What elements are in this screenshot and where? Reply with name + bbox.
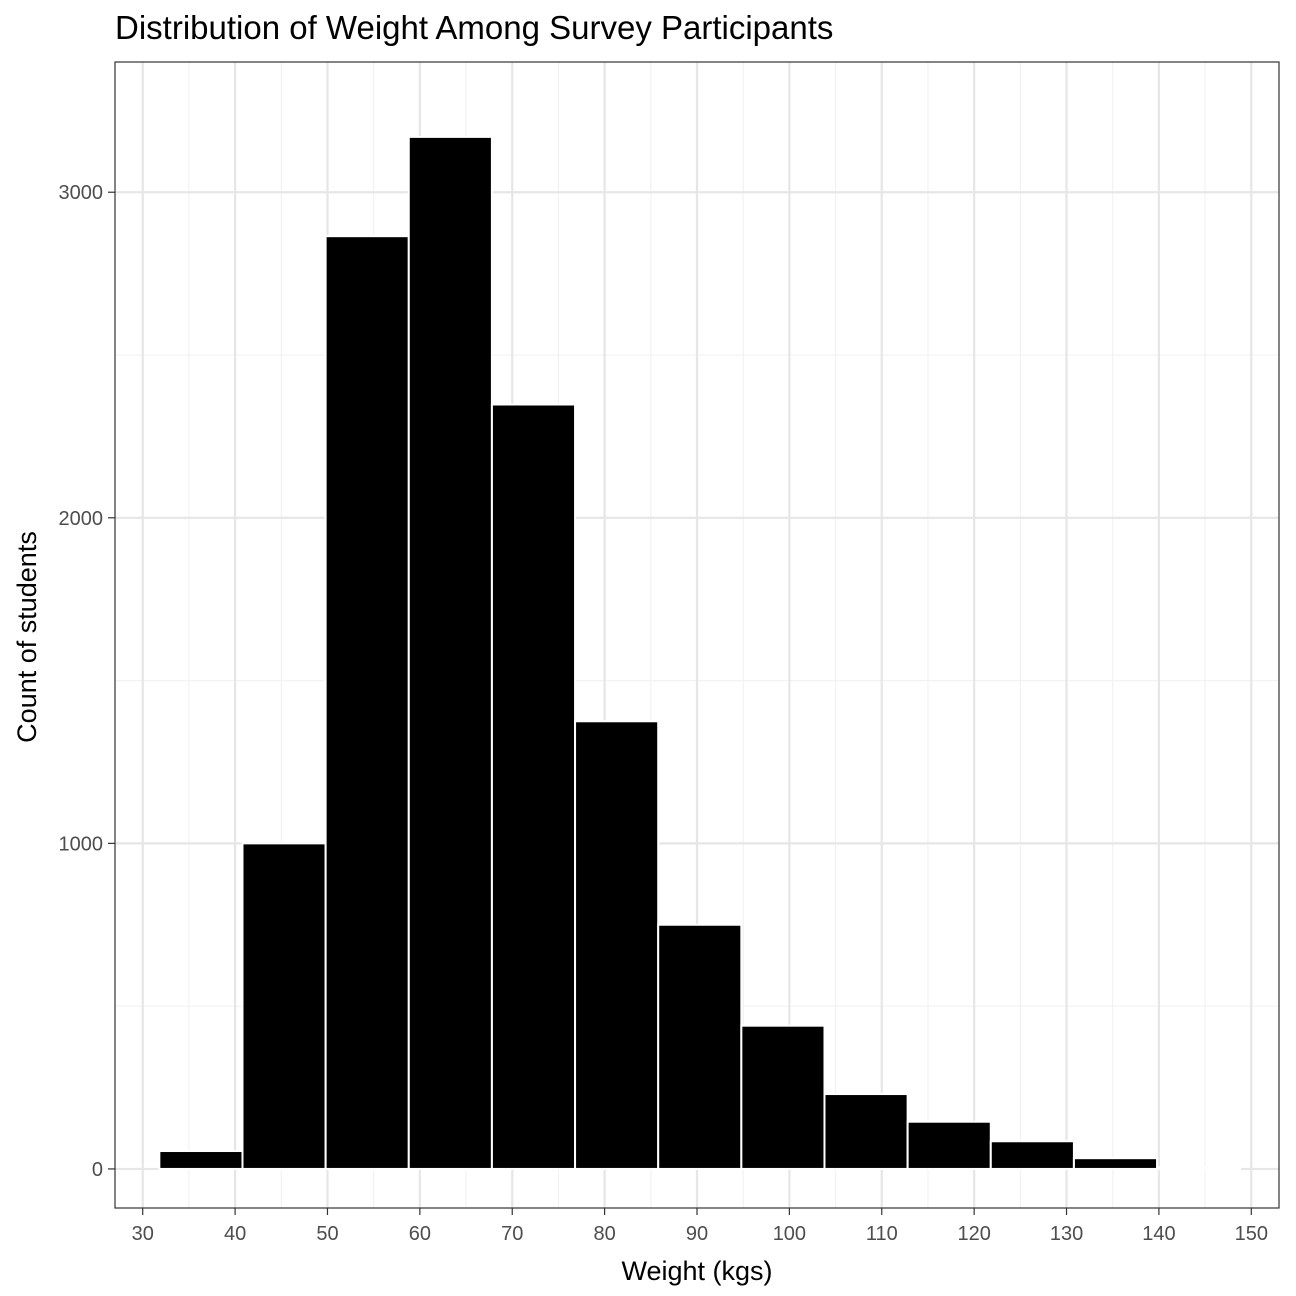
histogram-bar (490, 403, 577, 1170)
x-tick-label: 140 (1142, 1223, 1175, 1245)
histogram-bar (407, 135, 493, 1170)
x-tick-label: 110 (866, 1223, 898, 1245)
x-tick-label: 70 (501, 1223, 523, 1245)
histogram-bar (324, 235, 410, 1170)
x-tick-label: 130 (1050, 1223, 1083, 1245)
x-tick-label: 90 (686, 1223, 708, 1245)
histogram-bar (657, 923, 743, 1170)
x-tick-label: 100 (773, 1223, 806, 1245)
x-tick-label: 40 (224, 1223, 246, 1245)
histogram-bar (1156, 1166, 1242, 1170)
y-tick-label: 3000 (59, 182, 104, 204)
histogram-bar (989, 1140, 1075, 1170)
histogram-bar (740, 1024, 826, 1170)
y-tick-label: 2000 (59, 508, 104, 530)
x-tick-label: 150 (1235, 1223, 1268, 1245)
histogram-bar (574, 720, 660, 1170)
y-axis: 0 1000 2000 3000 (59, 182, 115, 1181)
x-tick-label: 30 (132, 1223, 154, 1245)
x-tick-label: 50 (316, 1223, 338, 1245)
y-tick-label: 0 (92, 1159, 103, 1181)
x-tick-label: 120 (957, 1223, 990, 1245)
histogram-bar (906, 1120, 992, 1170)
histogram-bar (241, 842, 327, 1170)
histogram-bar (823, 1093, 909, 1170)
x-axis: 30 40 50 60 70 80 90 100 110 120 130 140 150 (132, 1208, 1268, 1245)
histogram-bar (158, 1150, 244, 1170)
y-axis-title: Count of students (12, 531, 42, 743)
x-tick-label: 60 (409, 1223, 431, 1245)
x-axis-title: Weight (kgs) (621, 1256, 772, 1286)
x-tick-label: 80 (593, 1223, 615, 1245)
bars (158, 135, 1242, 1170)
histogram-bar (1072, 1157, 1159, 1170)
y-tick-label: 1000 (59, 833, 104, 855)
chart-title: Distribution of Weight Among Survey Part… (115, 9, 833, 46)
